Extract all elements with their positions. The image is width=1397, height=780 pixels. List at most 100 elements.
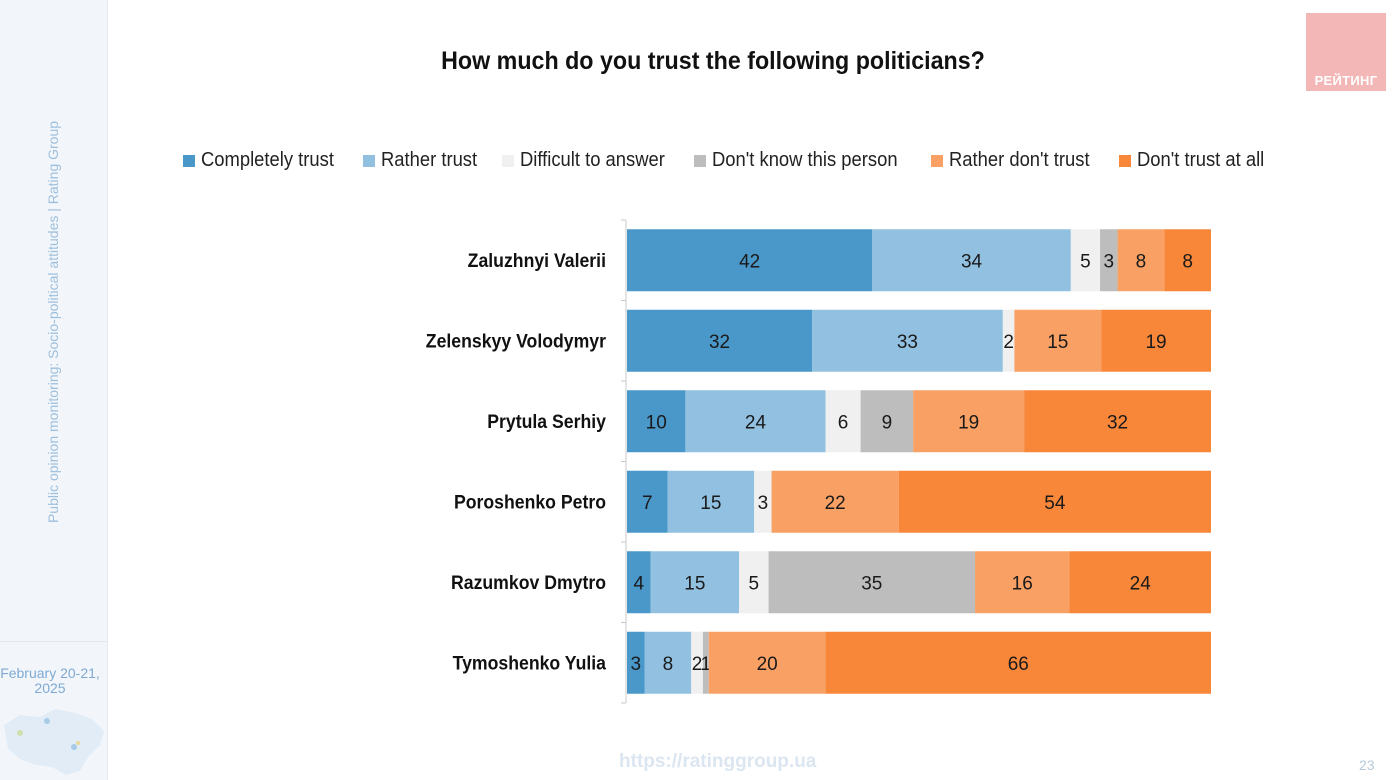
category-label: Zaluzhnyi Valerii [468, 250, 606, 272]
legend-swatch [183, 154, 195, 167]
legend-label: Rather trust [380, 149, 477, 171]
data-label: 19 [1145, 332, 1166, 353]
legend-item: Completely trust [183, 149, 338, 172]
legend-label: Completely trust [201, 149, 334, 171]
legend-label: Rather don't trust [949, 149, 1090, 171]
data-label: 4 [634, 573, 645, 594]
legend-swatch [1118, 154, 1131, 167]
legend-item: Don't know this person [694, 149, 906, 172]
data-label: 8 [1182, 251, 1193, 272]
legend-swatch [362, 154, 375, 167]
bar-segment [1002, 309, 1015, 372]
category-label: Prytula Serhiy [487, 411, 606, 433]
data-label: 3 [1104, 251, 1115, 272]
data-label: 20 [757, 654, 778, 675]
legend-swatch [501, 154, 514, 167]
data-label: 3 [758, 493, 769, 514]
bar-segment [627, 551, 651, 614]
bar-segment [768, 551, 976, 614]
data-label: 5 [749, 573, 760, 594]
bar-segment [975, 551, 1070, 614]
bar-segment [1070, 229, 1101, 292]
bar-segment [691, 631, 703, 694]
bar-segment [644, 631, 692, 694]
data-label: 33 [897, 332, 918, 353]
data-label: 35 [861, 573, 882, 594]
category-label: Poroshenko Petro [454, 491, 606, 513]
legend-item: Rather trust [362, 149, 477, 172]
bar-segment [1069, 551, 1211, 614]
survey-date: February 20-21, 2025 [0, 666, 100, 696]
bar-segment [872, 229, 1071, 292]
data-label: 32 [709, 332, 730, 353]
bar-segment [1101, 309, 1211, 372]
data-label: 5 [1080, 251, 1091, 272]
bar-segment [1164, 229, 1211, 292]
data-label: 19 [958, 412, 979, 433]
footer-url[interactable]: https://ratinggroup.ua [619, 751, 817, 772]
data-label: 22 [825, 493, 846, 514]
bar-segment [860, 390, 914, 453]
category-label: Razumkov Dmytro [451, 572, 606, 594]
bar-segment [739, 551, 769, 614]
bar-segment [685, 390, 826, 453]
page-number: 23 [1359, 757, 1375, 773]
data-label: 3 [630, 654, 641, 675]
bar-segment [913, 390, 1025, 453]
bar-segment [754, 470, 772, 533]
chart-legend: Completely trust Rather trust Difficult to… [183, 149, 1267, 172]
data-label: 66 [1008, 654, 1029, 675]
data-label: 1 [701, 654, 712, 675]
sidebar-divider [0, 641, 107, 642]
category-label: Zelenskyy Volodymyr [426, 330, 606, 352]
bar-segment [627, 390, 686, 453]
bar-segment [825, 390, 861, 453]
legend-label: Don't trust at all [1136, 149, 1265, 171]
data-label: 54 [1044, 493, 1066, 514]
data-label: 34 [961, 251, 983, 272]
bar-segment [627, 309, 813, 372]
legend-swatch [694, 154, 707, 167]
data-label: 2 [1003, 332, 1014, 353]
data-label: 24 [745, 412, 767, 433]
data-label: 8 [663, 654, 674, 675]
bar-segment [627, 631, 645, 694]
bar-segment [1014, 309, 1102, 372]
data-label: 16 [1012, 573, 1033, 594]
survey-date-line2: 2025 [34, 680, 66, 696]
sidebar: Public opinion monitoring: Socio-politic… [0, 0, 108, 780]
chart-title: How much do you trust the following poli… [441, 47, 985, 75]
legend-item: Don't trust at all [1118, 149, 1267, 172]
bar-segment [708, 631, 826, 694]
data-label: 2 [692, 654, 703, 675]
data-label: 15 [684, 573, 705, 594]
bar-segment [825, 631, 1211, 694]
category-label: Tymoshenko Yulia [453, 652, 607, 674]
logo-text: РЕЙТИНГ [1314, 73, 1378, 88]
survey-date-line1: February 20-21, [0, 665, 100, 681]
bar-segment [667, 470, 755, 533]
bar-segment [771, 470, 899, 533]
bar-segment [812, 309, 1003, 372]
data-label: 42 [739, 251, 760, 272]
bar-segment [898, 470, 1211, 533]
data-label: 32 [1107, 412, 1128, 433]
data-label: 9 [882, 412, 893, 433]
data-label: 8 [1136, 251, 1147, 272]
data-label: 24 [1130, 573, 1152, 594]
data-label: 10 [646, 412, 667, 433]
data-label: 15 [700, 493, 721, 514]
legend-label: Don't know this person [712, 149, 899, 171]
data-label: 6 [838, 412, 849, 433]
bar-segment [1100, 229, 1118, 292]
bar-segment [1024, 390, 1211, 453]
rating-logo: РЕЙТИНГ [1306, 13, 1386, 91]
legend-item: Rather don't trust [931, 149, 1094, 172]
legend-swatch [931, 154, 944, 167]
bar-segment [650, 551, 740, 614]
bar-segment [627, 229, 873, 292]
data-label: 15 [1047, 332, 1068, 353]
bar-segment [702, 631, 709, 694]
ukraine-map-icon [4, 709, 104, 775]
